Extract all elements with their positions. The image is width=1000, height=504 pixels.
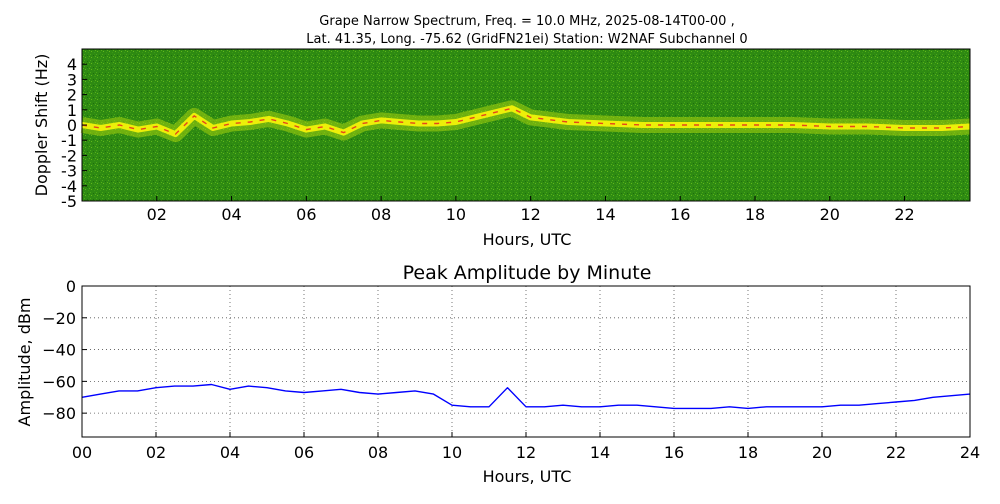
amplitude-series-line [81, 383, 971, 410]
amplitude-x-ticks: 00 02 04 06 08 10 12 14 16 18 20 22 24 [72, 432, 980, 462]
spectrogram-y-tick-label: 4 [67, 55, 77, 74]
amplitude-x-tick-label: 04 [220, 443, 240, 462]
spectrogram-y-tick-label: -3 [61, 162, 77, 181]
spectrogram-x-tick-label: 12 [520, 205, 540, 224]
amplitude-x-tick-label: 10 [442, 443, 462, 462]
spectrogram-x-tick-label: 18 [745, 205, 765, 224]
amplitude-y-axis-label: Amplitude, dBm [15, 298, 34, 427]
spectrogram-x-axis-label: Hours, UTC [483, 230, 572, 249]
spectrogram-y-tick-label: -1 [61, 131, 77, 150]
amplitude-plot-area [82, 286, 970, 437]
spectrogram-y-tick-label: 0 [67, 116, 77, 135]
spectrogram-x-tick-label: 22 [894, 205, 914, 224]
spectrogram-x-ticks: 02 04 06 08 10 12 14 16 18 20 22 [147, 196, 915, 224]
spectrogram-x-tick-label: 08 [371, 205, 391, 224]
amplitude-x-tick-label: 22 [886, 443, 906, 462]
amplitude-x-axis-label: Hours, UTC [483, 467, 572, 486]
spectrogram-x-tick-label: 02 [147, 205, 167, 224]
amplitude-y-tick-label: 0 [66, 277, 76, 296]
amplitude-y-ticks: 0 −20 −40 −60 −80 [42, 277, 87, 423]
amplitude-x-tick-label: 08 [368, 443, 388, 462]
spectrogram-x-tick-label: 06 [296, 205, 316, 224]
amplitude-title: Peak Amplitude by Minute [403, 262, 652, 284]
spectrogram-x-tick-label: 16 [670, 205, 690, 224]
spectrogram-y-tick-label: -4 [61, 177, 77, 196]
spectrogram-marks [80, 100, 971, 143]
amplitude-x-tick-label: 14 [590, 443, 610, 462]
amplitude-x-tick-label: 00 [72, 443, 92, 462]
amplitude-panel: Peak Amplitude by Minute 00 02 04 06 08 10 12 1… [15, 262, 980, 486]
spectrogram-x-tick-label: 10 [446, 205, 466, 224]
spectrogram-x-tick-label: 14 [595, 205, 615, 224]
spectrogram-y-tick-label: 3 [67, 70, 77, 89]
amplitude-x-tick-label: 12 [516, 443, 536, 462]
spectrogram-x-tick-label: 20 [820, 205, 840, 224]
amplitude-x-tick-label: 18 [738, 443, 758, 462]
amplitude-y-tick-label: −60 [42, 372, 76, 391]
amplitude-y-tick-label: −20 [42, 309, 76, 328]
spectrogram-y-tick-label: 2 [67, 86, 77, 105]
spectrogram-panel: Grape Narrow Spectrum, Freq. = 10.0 MHz,… [32, 14, 971, 249]
spectrogram-y-tick-label: -5 [61, 192, 77, 211]
amplitude-x-tick-label: 06 [294, 443, 314, 462]
spectrogram-title-line-2: Lat. 41.35, Long. -75.62 (GridFN21ei) St… [306, 32, 747, 47]
spectrogram-title-line-1: Grape Narrow Spectrum, Freq. = 10.0 MHz,… [319, 14, 734, 29]
spectrogram-y-axis-label: Doppler Shift (Hz) [32, 54, 51, 197]
amplitude-x-tick-label: 16 [664, 443, 684, 462]
amplitude-x-tick-label: 02 [146, 443, 166, 462]
amplitude-x-tick-label: 24 [960, 443, 980, 462]
amplitude-y-tick-label: −80 [42, 404, 76, 423]
amplitude-marks [81, 383, 971, 410]
spectrogram-x-tick-label: 04 [221, 205, 241, 224]
amplitude-y-tick-label: −40 [42, 341, 76, 360]
spectrogram-y-tick-label: -2 [61, 146, 77, 165]
doppler-band-peak [81, 107, 971, 135]
spectrogram-y-tick-label: 1 [67, 101, 77, 120]
amplitude-x-tick-label: 20 [812, 443, 832, 462]
